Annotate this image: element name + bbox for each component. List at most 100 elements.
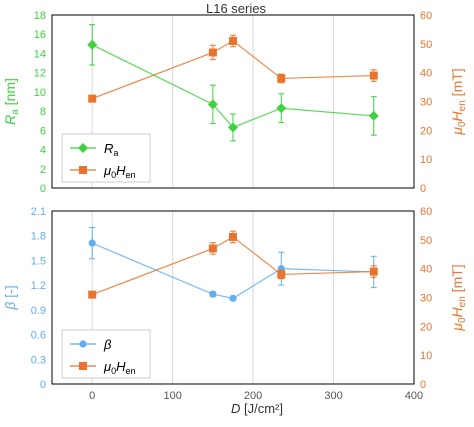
- legend-marker-square: [79, 362, 87, 370]
- legend-label-pre: μ: [103, 163, 111, 178]
- left-tick-label: 1.5: [31, 255, 46, 267]
- plot-frame: [51, 14, 415, 189]
- left-tick-label: 0.9: [31, 305, 46, 317]
- right-tick-label: 60: [420, 206, 432, 218]
- legend-label-sub1: 0: [111, 366, 116, 376]
- left-axis-title-var: R: [2, 115, 18, 125]
- data-point-diamond: [87, 39, 98, 50]
- legend-label-sub2: en: [126, 366, 136, 376]
- right-tick-label: 20: [420, 321, 432, 333]
- left-axis-title-unit: [nm]: [2, 78, 18, 109]
- right-tick-label: 60: [420, 10, 432, 22]
- left-tick-label: 14: [34, 48, 46, 60]
- left-axis-title-var: β: [2, 302, 18, 311]
- right-axis-title-unit: [mT]: [449, 68, 465, 100]
- legend-label-var: β: [103, 337, 112, 352]
- right-tick-label: 50: [420, 235, 432, 247]
- data-point-diamond: [368, 110, 379, 121]
- right-axis-title-sub1: 0: [457, 317, 468, 323]
- left-tick-label: 0: [40, 183, 46, 195]
- left-tick-label: 4: [40, 145, 46, 157]
- data-point-square: [277, 270, 286, 279]
- legend-label-var: H: [116, 163, 126, 178]
- right-axis-title: μ0Hen [mT]: [449, 68, 468, 135]
- legend-marker-diamond: [78, 143, 88, 153]
- right-axis-title-sub2: en: [457, 100, 468, 111]
- left-axis-title-sub: a: [10, 109, 21, 115]
- left-tick-label: 18: [34, 10, 46, 22]
- legend-label-var: H: [116, 359, 126, 374]
- x-tick-label: 400: [405, 390, 423, 402]
- series-line-square: [92, 236, 374, 296]
- x-tick-label: 100: [163, 390, 181, 402]
- legend-box: [61, 133, 151, 183]
- legend-label: μ0Hen: [103, 163, 136, 180]
- right-axis-title-sub2: en: [457, 296, 468, 307]
- data-point-diamond: [276, 103, 287, 114]
- right-tick-label: 40: [420, 68, 432, 80]
- left-tick-label: 16: [34, 29, 46, 41]
- right-axis-title-var: H: [449, 110, 465, 121]
- right-axis-title-sub1: 0: [457, 121, 468, 127]
- left-tick-label: 6: [40, 125, 46, 137]
- data-point-square: [277, 74, 286, 83]
- bottom-panel: 0 100 200 300 40000.30.60.91.21.51.82.101020…: [2, 206, 468, 402]
- right-tick-label: 40: [420, 264, 432, 276]
- x-tick-label: 0: [89, 390, 95, 402]
- x-axis-label-unit: [J/cm²]: [240, 401, 283, 416]
- legend-label: β: [103, 337, 112, 352]
- left-tick-label: 2.1: [31, 206, 46, 218]
- figure-title: L16 series: [206, 1, 266, 16]
- right-tick-label: 30: [420, 97, 432, 109]
- left-axis-title: Ra [nm]: [2, 78, 21, 125]
- data-point-square: [208, 244, 217, 253]
- right-tick-label: 50: [420, 39, 432, 51]
- left-tick-label: 12: [34, 68, 46, 80]
- legend-label-pre: μ: [103, 359, 111, 374]
- data-point-square: [229, 36, 237, 45]
- series-line-circle: [91, 242, 374, 299]
- legend-box: [61, 329, 151, 379]
- legend-label-sub: a: [113, 148, 118, 158]
- data-point-square: [369, 71, 378, 80]
- left-tick-label: 0.6: [31, 330, 46, 342]
- x-tick-label: 200: [244, 390, 262, 402]
- data-point-square: [88, 290, 97, 299]
- left-axis-title-unit: [-]: [2, 285, 18, 301]
- right-axis-title-pre: μ: [449, 323, 465, 332]
- right-tick-label: 30: [420, 293, 432, 305]
- legend-label: Ra: [104, 141, 118, 158]
- right-axis-title: μ0Hen [mT]: [449, 264, 468, 331]
- legend-label-var: R: [104, 141, 113, 156]
- left-tick-label: 0: [40, 379, 46, 391]
- right-axis-title-unit: [mT]: [449, 264, 465, 296]
- x-axis-label: D [J/cm²]: [231, 401, 283, 416]
- data-point-square: [369, 267, 378, 276]
- legend-marker-square: [79, 166, 87, 174]
- left-tick-label: 1.2: [31, 280, 46, 292]
- data-point-diamond: [207, 99, 218, 110]
- left-tick-label: 0.3: [31, 354, 46, 366]
- legend-label-sub1: 0: [111, 170, 116, 180]
- right-tick-label: 10: [420, 350, 432, 362]
- plot-frame: [51, 210, 415, 385]
- x-tick-label: 300: [324, 390, 342, 402]
- data-point-circle: [88, 239, 96, 247]
- right-tick-label: 10: [420, 154, 432, 166]
- data-point-square: [208, 48, 217, 57]
- left-tick-label: 1.8: [31, 231, 46, 243]
- x-axis-label-var: D: [231, 401, 240, 416]
- legend-marker-circle: [79, 340, 87, 348]
- right-tick-label: 20: [420, 125, 432, 137]
- legend-label-sub2: en: [126, 170, 136, 180]
- data-point-square: [88, 94, 97, 103]
- legend-label: μ0Hen: [103, 359, 136, 376]
- data-point-square: [229, 232, 237, 241]
- data-point-diamond: [228, 122, 238, 133]
- data-point-circle: [229, 294, 237, 302]
- series-line-square: [92, 40, 374, 100]
- right-axis-title-pre: μ: [449, 127, 465, 136]
- left-axis-title: β [-]: [2, 285, 18, 310]
